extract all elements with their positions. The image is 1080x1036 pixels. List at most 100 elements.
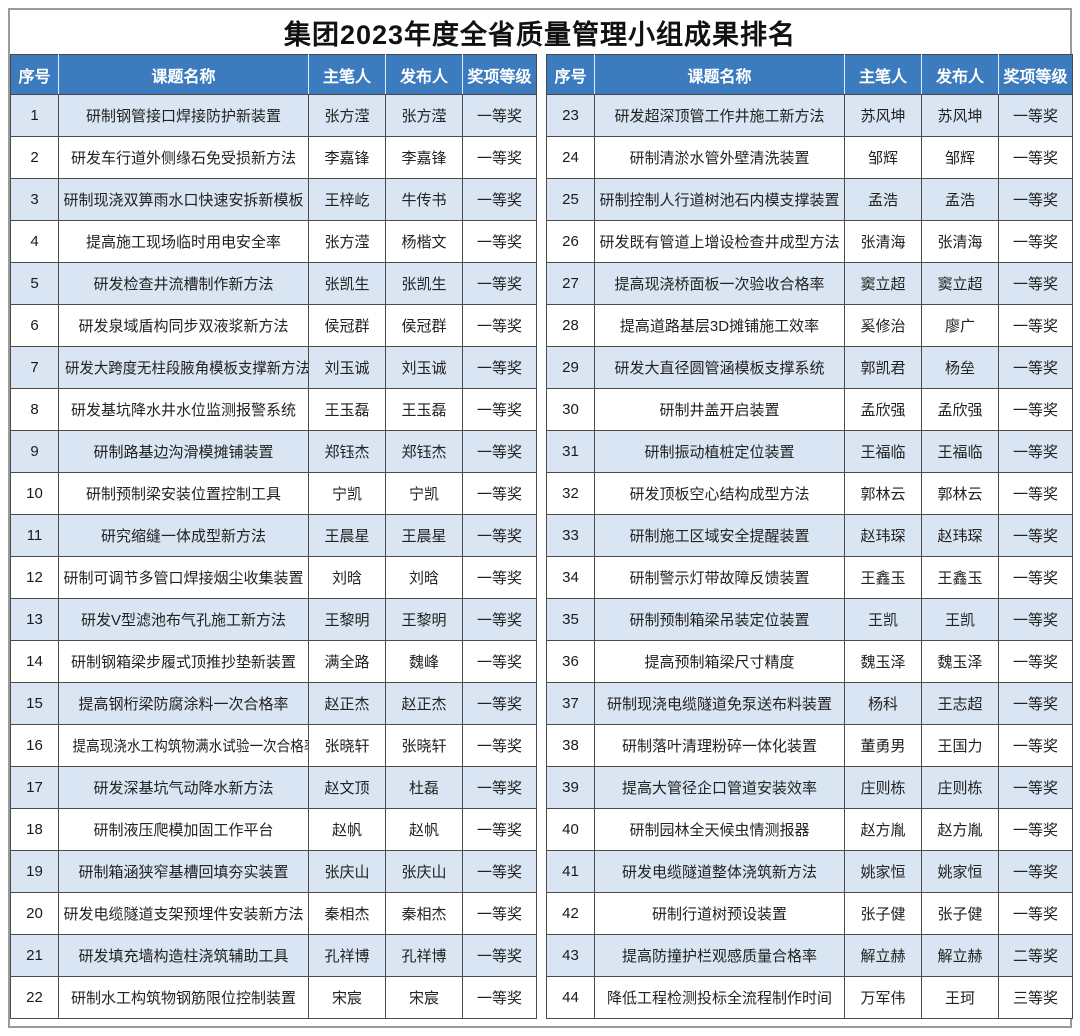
cell-author-text: 窦立超 — [860, 276, 906, 293]
cell-award: 一等奖 — [462, 850, 537, 893]
cell-publisher: 杨垒 — [921, 346, 999, 389]
cell-seq-text: 35 — [562, 611, 579, 628]
cell-author: 赵文顶 — [308, 766, 386, 809]
cell-topic-text: 研制水工构筑物钢筋限位控制装置 — [70, 990, 296, 1007]
cell-award-text: 一等奖 — [476, 864, 522, 881]
cell-topic: 研制预制箱梁吊装定位装置 — [594, 598, 845, 641]
cell-topic-text: 研发超深顶管工作井施工新方法 — [614, 108, 825, 125]
cell-publisher-text: 杨楷文 — [401, 234, 447, 251]
cell-topic: 研制警示灯带故障反馈装置 — [594, 556, 845, 599]
cell-publisher-text: 张庆山 — [401, 864, 447, 881]
cell-seq: 34 — [546, 556, 595, 599]
cell-seq: 23 — [546, 94, 595, 137]
cell-award-text: 一等奖 — [476, 780, 522, 797]
cell-author: 苏风坤 — [844, 94, 922, 137]
cell-author-text: 张凯生 — [324, 276, 370, 293]
cell-publisher: 侯冠群 — [385, 304, 463, 347]
cell-publisher-text: 王凯 — [944, 612, 975, 629]
cell-award: 一等奖 — [462, 430, 537, 473]
cell-author-text: 秦相杰 — [324, 906, 370, 923]
cell-publisher: 张凯生 — [385, 262, 463, 305]
table-row: 8 研发基坑降水井水位监测报警系统 王玉磊 王玉磊 一等奖 — [10, 388, 537, 431]
table-row: 11 研究缩缝一体成型新方法 王晨星 王晨星 一等奖 — [10, 514, 537, 557]
cell-topic-text: 研制现浇双箅雨水口快速安拆新模板 — [63, 192, 304, 209]
cell-seq-text: 7 — [30, 359, 39, 376]
cell-author: 赵正杰 — [308, 682, 386, 725]
cell-topic-text: 研制清淤水管外壁清洗装置 — [629, 150, 810, 167]
cell-author-text: 张方滢 — [324, 234, 370, 251]
table-row: 15 提高钢桁梁防腐涂料一次合格率 赵正杰 赵正杰 一等奖 — [10, 682, 537, 725]
cell-author: 张凯生 — [308, 262, 386, 305]
cell-seq-text: 37 — [562, 695, 579, 712]
cell-award: 一等奖 — [462, 514, 537, 557]
table-row: 21 研发填充墙构造柱浇筑辅助工具 孔祥博 孔祥博 一等奖 — [10, 934, 537, 977]
cell-topic-text: 研制预制箱梁吊装定位装置 — [629, 612, 810, 629]
cell-topic-text: 研制落叶清理粉碎一体化装置 — [621, 738, 817, 755]
cell-publisher: 王黎明 — [385, 598, 463, 641]
cell-author-text: 王玉磊 — [324, 402, 370, 419]
cell-seq: 33 — [546, 514, 595, 557]
cell-publisher: 姚家恒 — [921, 850, 999, 893]
cell-award-text: 一等奖 — [476, 402, 522, 419]
cell-award-text: 一等奖 — [476, 990, 522, 1007]
cell-author: 秦相杰 — [308, 892, 386, 935]
cell-award: 一等奖 — [462, 808, 537, 851]
cell-topic-text: 研制控制人行道树池石内模支撑装置 — [599, 192, 840, 209]
cell-publisher-text: 王鑫玉 — [937, 570, 983, 587]
cell-publisher-text: 张晓轩 — [401, 738, 447, 755]
cell-award: 一等奖 — [462, 304, 537, 347]
cell-publisher: 王国力 — [921, 724, 999, 767]
cell-topic: 提高现浇桥面板一次验收合格率 — [594, 262, 845, 305]
cell-award-text: 一等奖 — [1012, 150, 1058, 167]
cell-seq-text: 39 — [562, 779, 579, 796]
cell-publisher: 魏玉泽 — [921, 640, 999, 683]
cell-author-text: 苏风坤 — [860, 108, 906, 125]
cell-award-text: 一等奖 — [476, 318, 522, 335]
table-row: 25 研制控制人行道树池石内模支撑装置 孟浩 孟浩 一等奖 — [546, 178, 1073, 221]
cell-award-text: 一等奖 — [476, 150, 522, 167]
table-row: 7 研发大跨度无柱段腋角模板支撑新方法 刘玉诚 刘玉诚 一等奖 — [10, 346, 537, 389]
cell-award-text: 一等奖 — [476, 738, 522, 755]
table-row: 42 研制行道树预设装置 张子健 张子健 一等奖 — [546, 892, 1073, 935]
cell-award-text: 一等奖 — [1012, 360, 1058, 377]
cell-award: 一等奖 — [462, 346, 537, 389]
cell-seq-text: 15 — [26, 695, 43, 712]
cell-seq: 31 — [546, 430, 595, 473]
table-row: 5 研发检查井流槽制作新方法 张凯生 张凯生 一等奖 — [10, 262, 537, 305]
cell-award: 一等奖 — [462, 262, 537, 305]
cell-award: 一等奖 — [462, 178, 537, 221]
cell-publisher: 王鑫玉 — [921, 556, 999, 599]
cell-author-text: 张晓轩 — [324, 738, 370, 755]
cell-topic: 研制园林全天候虫情测报器 — [594, 808, 845, 851]
cell-award-text: 一等奖 — [1012, 444, 1058, 461]
cell-publisher: 张清海 — [921, 220, 999, 263]
cell-author-text: 万军伟 — [860, 990, 906, 1007]
table-row: 40 研制园林全天候虫情测报器 赵方胤 赵方胤 一等奖 — [546, 808, 1073, 851]
cell-publisher: 王福临 — [921, 430, 999, 473]
cell-seq: 42 — [546, 892, 595, 935]
cell-topic-text: 研发泉域盾构同步双液浆新方法 — [78, 318, 289, 335]
cell-award-text: 一等奖 — [1012, 234, 1058, 251]
cell-award-text: 一等奖 — [476, 528, 522, 545]
cell-award: 一等奖 — [462, 934, 537, 977]
cell-topic-text: 提高防撞护栏观感质量合格率 — [621, 948, 817, 965]
cell-seq: 40 — [546, 808, 595, 851]
cell-topic-text: 研制钢箱梁步履式顶推抄垫新装置 — [70, 654, 296, 671]
cell-award-text: 一等奖 — [476, 234, 522, 251]
cell-author: 万军伟 — [844, 976, 922, 1019]
cell-publisher-text: 赵正杰 — [401, 696, 447, 713]
cell-author-text: 姚家恒 — [860, 864, 906, 881]
cell-seq-text: 19 — [26, 863, 43, 880]
cell-publisher-text: 王志超 — [937, 696, 983, 713]
cell-seq: 38 — [546, 724, 595, 767]
cell-seq: 32 — [546, 472, 595, 515]
table-row: 41 研发电缆隧道整体浇筑新方法 姚家恒 姚家恒 一等奖 — [546, 850, 1073, 893]
cell-award-text: 一等奖 — [476, 948, 522, 965]
table-row: 22 研制水工构筑物钢筋限位控制装置 宋宸 宋宸 一等奖 — [10, 976, 537, 1019]
cell-seq: 43 — [546, 934, 595, 977]
cell-publisher-text: 苏风坤 — [937, 108, 983, 125]
cell-topic: 研制水工构筑物钢筋限位控制装置 — [58, 976, 309, 1019]
cell-seq-text: 26 — [562, 233, 579, 250]
cell-publisher: 王凯 — [921, 598, 999, 641]
cell-seq-text: 6 — [30, 317, 39, 334]
